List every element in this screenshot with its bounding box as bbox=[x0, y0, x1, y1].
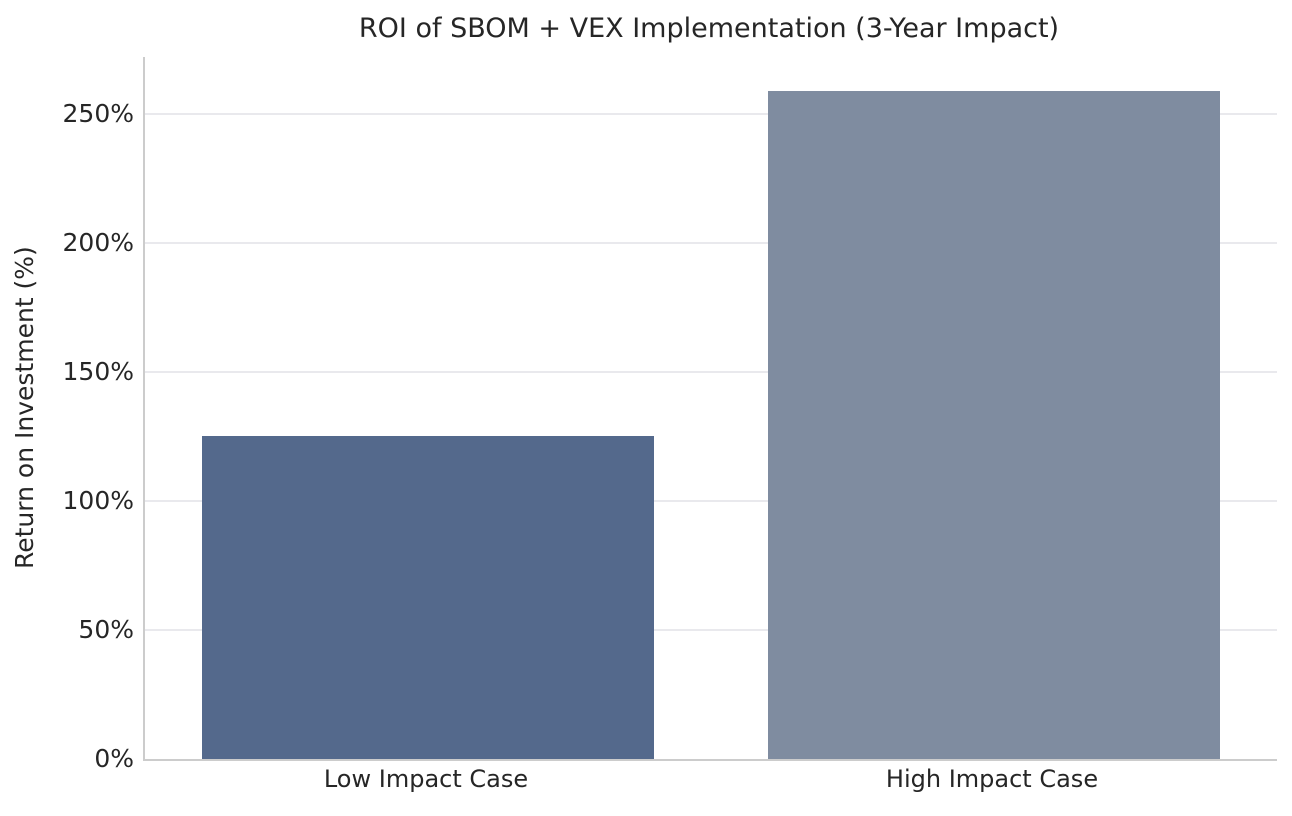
y-tick-label: 50% bbox=[78, 614, 134, 644]
x-tick-label: Low Impact Case bbox=[323, 765, 529, 793]
bar bbox=[767, 90, 1221, 759]
x-axis-ticks: Low Impact Case High Impact Case bbox=[143, 764, 1275, 800]
y-tick-label: 100% bbox=[62, 485, 134, 515]
gridline bbox=[145, 112, 1277, 115]
gridline bbox=[145, 241, 1277, 244]
y-tick-label: 0% bbox=[94, 744, 134, 773]
y-tick-label: 250% bbox=[62, 98, 134, 128]
chart-title: ROI of SBOM + VEX Implementation (3-Year… bbox=[358, 13, 1060, 44]
gridline bbox=[145, 499, 1277, 502]
x-tick-label: High Impact Case bbox=[885, 765, 1099, 793]
gridline bbox=[145, 628, 1277, 631]
gridline bbox=[145, 370, 1277, 373]
y-tick-label: 150% bbox=[62, 356, 134, 386]
bar bbox=[201, 436, 655, 759]
plot-area bbox=[143, 57, 1277, 761]
y-axis-ticks: 0% 50% 100% 150% 200% 250% bbox=[0, 57, 134, 773]
y-tick-label: 200% bbox=[62, 227, 134, 257]
